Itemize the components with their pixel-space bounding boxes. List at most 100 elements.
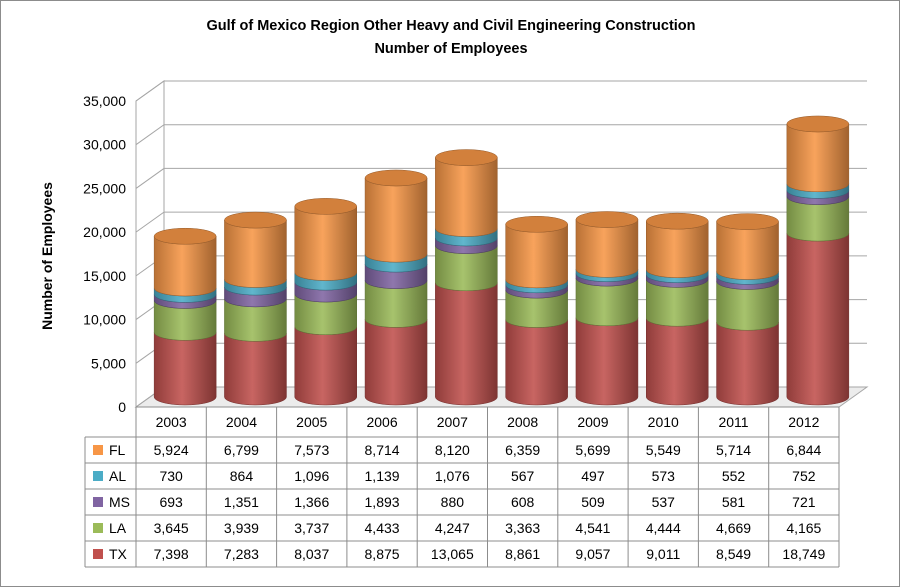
data-label-MS-2009: 509	[581, 494, 605, 510]
bar-TX-2012	[786, 233, 850, 406]
data-label-MS-2006: 1,893	[365, 494, 400, 510]
data-label-MS-2010: 537	[652, 494, 676, 510]
data-label-TX-2009: 9,057	[575, 546, 610, 562]
data-label-AL-2005: 1,096	[294, 468, 329, 484]
bar-FL-2005	[294, 206, 357, 281]
bar-stack-2007	[435, 149, 498, 406]
bar-FL-2003	[153, 236, 217, 297]
data-label-MS-2005: 1,366	[294, 494, 329, 510]
data-label-AL-2006: 1,139	[365, 468, 400, 484]
y-tick-label: 0	[118, 399, 126, 415]
bar-FL-2004	[224, 220, 287, 288]
bar-TX-2003	[153, 332, 217, 406]
data-label-FL-2011: 5,714	[716, 442, 751, 458]
x-tick-label: 2006	[366, 414, 397, 430]
data-label-FL-2003: 5,924	[154, 442, 189, 458]
x-tick-label: 2007	[437, 414, 468, 430]
data-label-TX-2007: 13,065	[431, 546, 474, 562]
data-label-AL-2003: 730	[159, 468, 183, 484]
data-label-AL-2012: 752	[792, 468, 816, 484]
gridline	[135, 211, 867, 233]
bar-stack-2008	[505, 216, 568, 406]
data-label-FL-2005: 7,573	[294, 442, 329, 458]
bar-FL-2007	[435, 157, 498, 237]
data-label-MS-2007: 880	[441, 494, 465, 510]
data-label-MS-2004: 1,351	[224, 494, 259, 510]
data-label-LA-2003: 3,645	[154, 520, 189, 536]
y-tick-label: 25,000	[83, 180, 126, 196]
data-label-MS-2012: 721	[792, 494, 816, 510]
data-label-TX-2006: 8,875	[365, 546, 400, 562]
bar-top-2011	[716, 213, 779, 230]
bar-FL-2010	[646, 221, 709, 278]
bar-stack-2009	[575, 211, 639, 406]
data-label-MS-2008: 608	[511, 494, 535, 510]
data-label-LA-2011: 4,669	[716, 520, 751, 536]
bar-stack-2012	[786, 115, 850, 406]
gridline	[135, 124, 867, 146]
data-label-LA-2004: 3,939	[224, 520, 259, 536]
legend-label-TX: TX	[109, 546, 128, 562]
bar-stack-2005	[294, 198, 357, 406]
data-label-FL-2009: 5,699	[575, 442, 610, 458]
y-tick-label: 10,000	[83, 312, 126, 328]
data-label-FL-2008: 6,359	[505, 442, 540, 458]
data-label-LA-2008: 3,363	[505, 520, 540, 536]
bar-TX-2007	[435, 282, 498, 406]
data-label-AL-2009: 497	[581, 468, 605, 484]
bar-FL-2009	[575, 219, 639, 278]
bar-top-2004	[224, 211, 287, 229]
legend-label-AL: AL	[109, 468, 126, 484]
legend-label-LA: LA	[109, 520, 127, 536]
bar-FL-2006	[364, 177, 428, 263]
data-label-LA-2010: 4,444	[646, 520, 681, 536]
data-label-FL-2004: 6,799	[224, 442, 259, 458]
x-tick-label: 2011	[718, 414, 748, 430]
bar-TX-2005	[294, 326, 357, 406]
data-label-AL-2008: 567	[511, 468, 535, 484]
data-label-TX-2012: 18,749	[782, 546, 825, 562]
x-tick-label: 2012	[788, 414, 819, 430]
bar-top-2012	[786, 115, 850, 133]
data-label-LA-2005: 3,737	[294, 520, 329, 536]
data-label-TX-2005: 8,037	[294, 546, 329, 562]
bar-stack-2011	[716, 213, 779, 406]
bar-FL-2008	[505, 224, 568, 289]
bar-top-2006	[364, 169, 428, 187]
gridline	[135, 167, 867, 189]
bar-TX-2011	[716, 322, 779, 406]
bar-top-2007	[435, 149, 498, 166]
bar-TX-2009	[575, 317, 639, 406]
bar-top-2003	[153, 227, 217, 245]
bar-top-2010	[646, 212, 709, 230]
bar-TX-2006	[364, 319, 428, 406]
y-tick-label: 20,000	[83, 224, 126, 240]
data-label-FL-2010: 5,549	[646, 442, 681, 458]
data-label-FL-2006: 8,714	[365, 442, 400, 458]
x-tick-label: 2005	[296, 414, 327, 430]
bar-TX-2008	[505, 319, 568, 406]
legend-swatch-MS	[93, 497, 103, 507]
chart-subtitle: Number of Employees	[374, 41, 527, 57]
bar-TX-2010	[646, 318, 709, 406]
data-label-TX-2003: 7,398	[154, 546, 189, 562]
data-label-FL-2007: 8,120	[435, 442, 470, 458]
legend-swatch-FL	[93, 445, 103, 455]
legend-label-FL: FL	[109, 442, 126, 458]
bar-top-2008	[505, 216, 568, 233]
data-label-MS-2003: 693	[159, 494, 183, 510]
data-label-AL-2007: 1,076	[435, 468, 470, 484]
x-tick-label: 2009	[577, 414, 608, 430]
y-axis-ticks: 0 5,000 10,000 15,000 20,000 25,000 30,000 35,0…	[83, 93, 126, 415]
bar-stack-2003	[153, 227, 217, 406]
bar-stack-2010	[646, 212, 709, 406]
data-label-MS-2011: 581	[722, 494, 746, 510]
data-label-LA-2009: 4,541	[575, 520, 610, 536]
y-tick-label: 35,000	[83, 93, 126, 109]
data-label-LA-2012: 4,165	[786, 520, 821, 536]
data-label-AL-2004: 864	[230, 468, 254, 484]
gridline	[135, 80, 867, 102]
x-tick-label: 2004	[226, 414, 257, 430]
